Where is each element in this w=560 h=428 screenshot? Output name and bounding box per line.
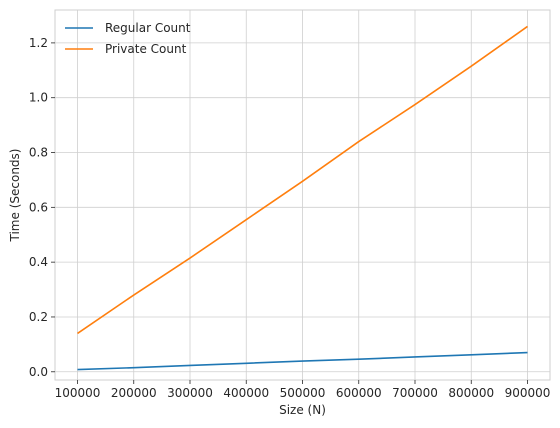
- x-tick-label: 500000: [280, 386, 326, 400]
- x-axis-ticks: 100000 200000 300000 400000 500000 600000 7000…: [55, 380, 551, 400]
- x-tick-label: 200000: [111, 386, 157, 400]
- y-tick-label: 1.2: [29, 36, 48, 50]
- x-tick-label: 900000: [505, 386, 551, 400]
- legend: Regular Count Private Count: [65, 21, 191, 56]
- series-line-2: [77, 25, 528, 335]
- x-tick-label: 100000: [55, 386, 101, 400]
- series-layer: [77, 25, 528, 371]
- x-tick-label: 600000: [336, 386, 382, 400]
- y-axis-ticks: 0.0 0.2 0.4 0.6 0.8 1.0 1.2: [29, 36, 55, 379]
- y-tick-label: 0.2: [29, 310, 48, 324]
- y-tick-label: 0.4: [29, 255, 48, 269]
- x-tick-label: 300000: [167, 386, 213, 400]
- y-tick-label: 0.0: [29, 365, 48, 379]
- grid-layer: [55, 10, 550, 380]
- x-tick-label: 800000: [448, 386, 494, 400]
- series-line-1: [77, 351, 528, 371]
- y-tick-label: 1.0: [29, 91, 48, 105]
- legend-label-2: Private Count: [105, 42, 187, 56]
- x-tick-label: 700000: [392, 386, 438, 400]
- x-tick-label: 400000: [223, 386, 269, 400]
- x-axis-label: Size (N): [279, 403, 326, 417]
- y-tick-label: 0.6: [29, 200, 48, 214]
- y-axis-label: Time (Seconds): [8, 149, 22, 243]
- y-tick-label: 0.8: [29, 146, 48, 160]
- legend-label-1: Regular Count: [105, 21, 191, 35]
